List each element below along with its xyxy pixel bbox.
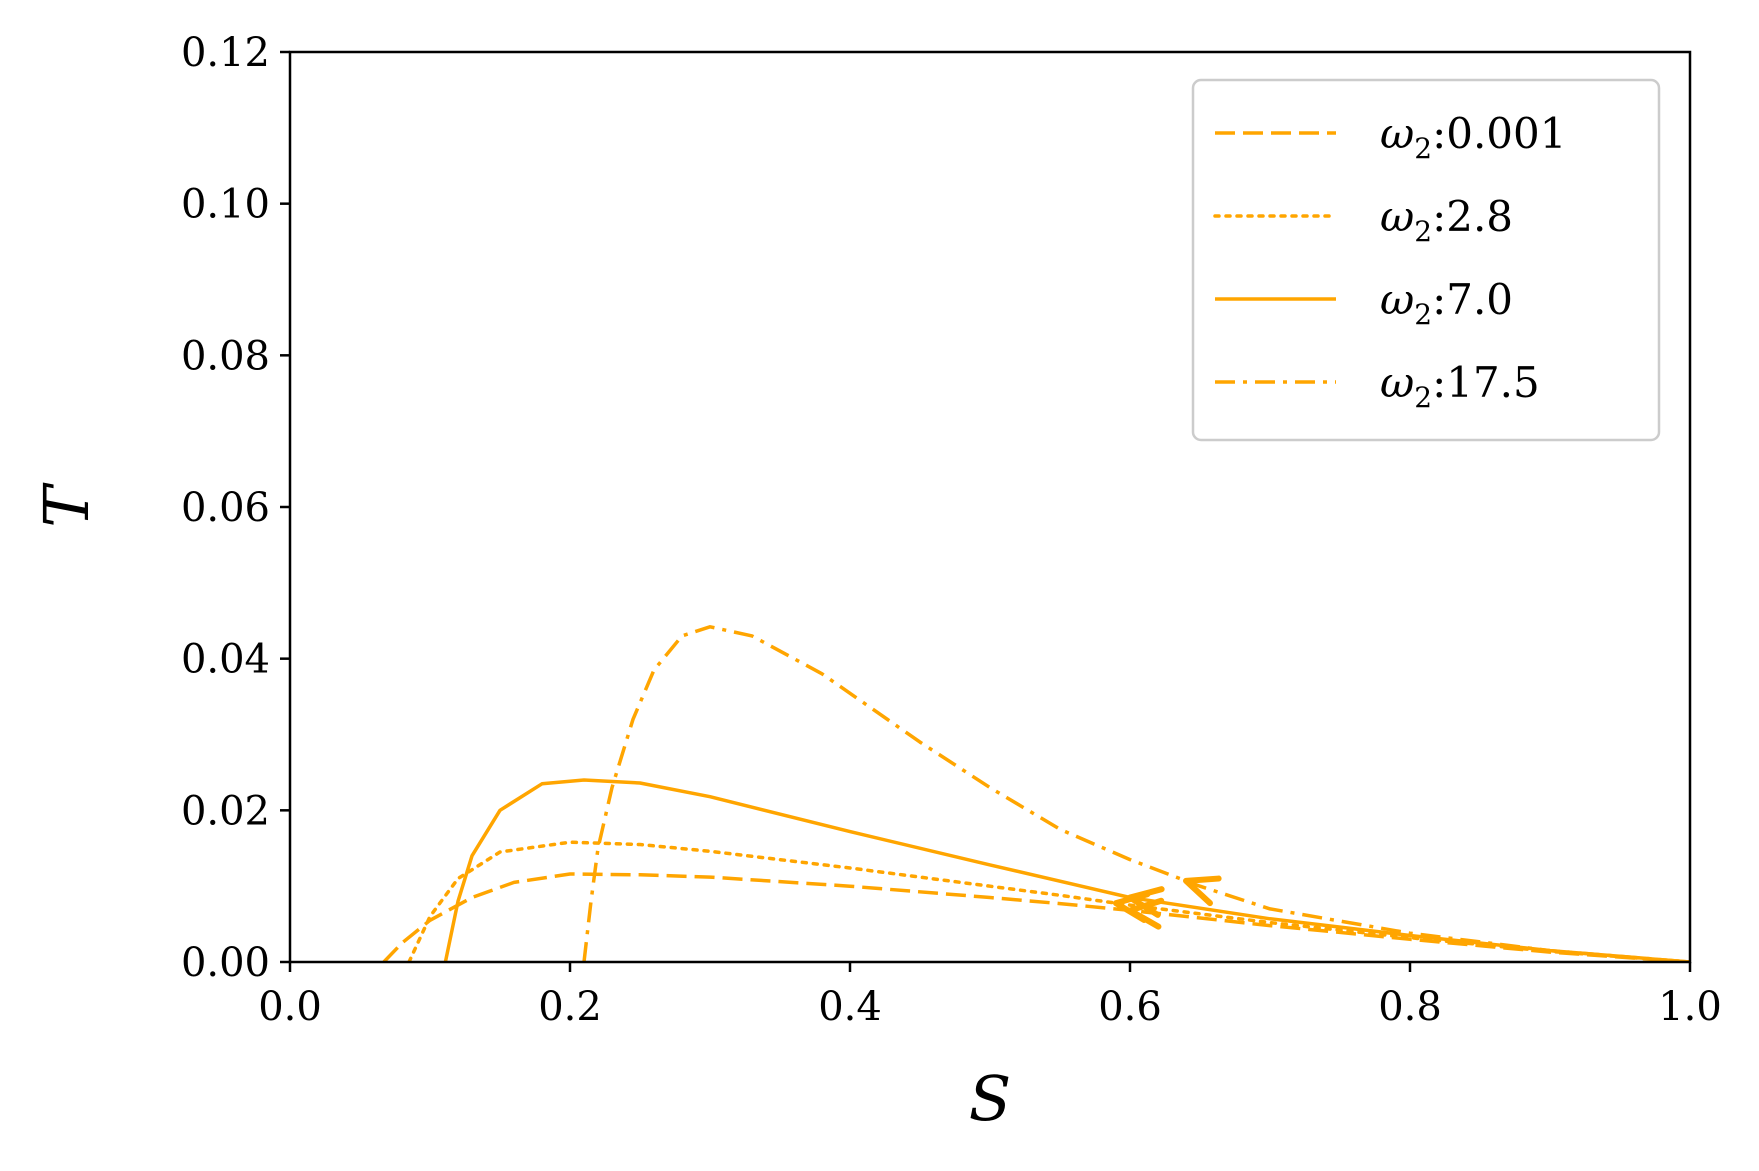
series-line-dashdot xyxy=(582,625,1690,962)
legend-box xyxy=(1191,78,1661,442)
y-tick-label: 0.10 xyxy=(181,182,270,228)
x-tick-label: 0.8 xyxy=(1378,984,1442,1030)
legend-subscript: 2 xyxy=(1414,298,1432,331)
legend-entry-label: ω2:2.8 xyxy=(1380,192,1513,248)
y-tick-label: 0.12 xyxy=(181,30,270,76)
y-tick-label: 0.08 xyxy=(181,333,270,379)
legend-subscript: 2 xyxy=(1414,381,1432,414)
y-axis-label: T xyxy=(30,482,103,528)
x-tick-label: 0.4 xyxy=(818,984,882,1030)
x-tick-label: 0.2 xyxy=(538,984,602,1030)
x-tick-label: 1.0 xyxy=(1658,984,1722,1030)
legend-symbol: ω xyxy=(1380,109,1414,158)
y-tick-label: 0.00 xyxy=(181,940,270,986)
legend-symbol: ω xyxy=(1380,192,1414,241)
legend-value: :7.0 xyxy=(1432,275,1513,324)
x-axis-label: S xyxy=(969,1062,1011,1135)
legend-entry-label: ω2:17.5 xyxy=(1380,358,1540,414)
series-arrows xyxy=(1113,875,1222,930)
series-line-solid xyxy=(443,778,1690,962)
flow-arrow xyxy=(1183,875,1222,907)
series-line-dotted xyxy=(407,840,1690,962)
legend-entry-label: ω2:0.001 xyxy=(1380,109,1566,165)
y-tick-label: 0.04 xyxy=(181,637,270,683)
legend-symbol: ω xyxy=(1380,275,1414,324)
legend-subscript: 2 xyxy=(1414,132,1432,165)
y-tick-label: 0.06 xyxy=(181,485,270,531)
flow-arrow xyxy=(1127,886,1165,918)
legend-value: :2.8 xyxy=(1432,192,1513,241)
series-line-dashed xyxy=(382,872,1690,962)
legend-subscript: 2 xyxy=(1414,215,1432,248)
x-axis-ticks: 0.0 0.2 0.4 0.6 0.8 1.0 xyxy=(258,962,1722,1030)
legend-value: :0.001 xyxy=(1432,109,1566,158)
legend-entry-label: ω2:7.0 xyxy=(1380,275,1513,331)
x-tick-label: 0.6 xyxy=(1098,984,1162,1030)
legend-value: :17.5 xyxy=(1432,358,1540,407)
y-axis-ticks: 0.00 0.02 0.04 0.06 0.08 0.10 0.12 xyxy=(181,30,290,986)
x-tick-label: 0.0 xyxy=(258,984,322,1030)
legend-symbol: ω xyxy=(1380,358,1414,407)
y-tick-label: 0.02 xyxy=(181,788,270,834)
series-lines xyxy=(382,625,1690,962)
